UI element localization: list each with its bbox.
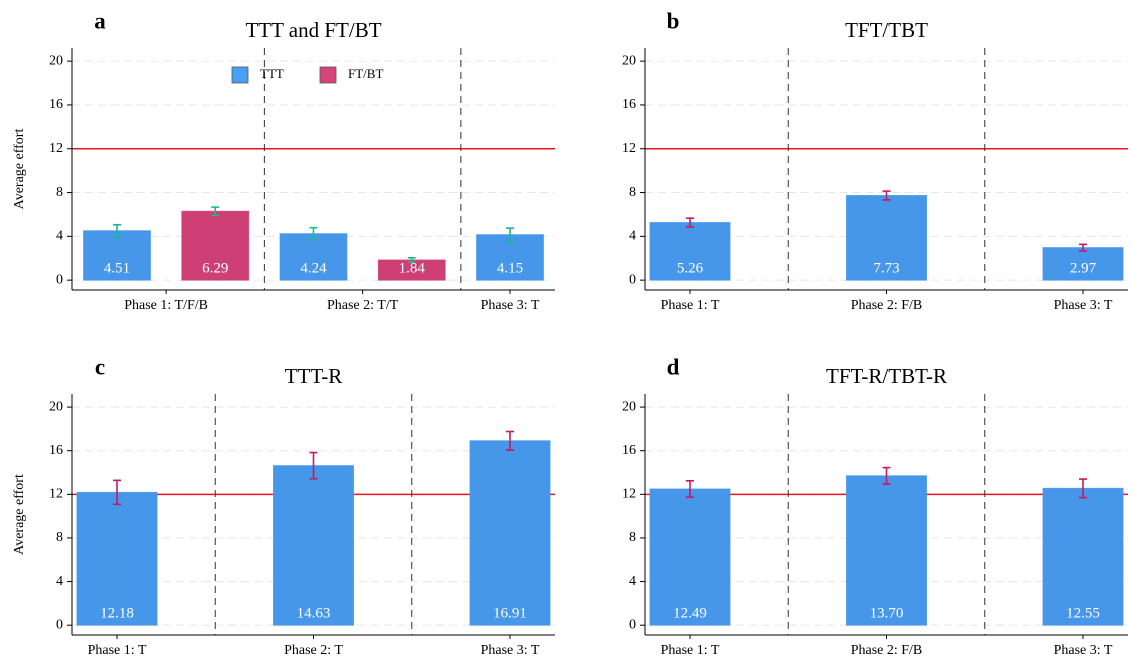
bar [279, 233, 348, 281]
bar [846, 475, 927, 626]
error-bar [113, 223, 121, 238]
value-label: 1.84 [399, 261, 426, 277]
x-tick-label: Phase 2: F/B [851, 643, 923, 658]
value-label: 12.55 [1066, 606, 1100, 622]
error-bar [882, 190, 891, 201]
y-tick-label: 12 [622, 141, 636, 156]
bar [846, 194, 927, 281]
y-axis-label: Average effort [12, 474, 27, 555]
bar [649, 222, 731, 281]
bar [1042, 487, 1124, 626]
x-tick-label: Phase 1: T [661, 298, 720, 313]
value-label: 6.29 [202, 261, 228, 277]
x-tick-label: Phase 1: T/F/B [124, 298, 208, 313]
value-label: 7.73 [873, 261, 899, 277]
x-tick-label: Phase 3: T [1054, 643, 1113, 658]
legend-label: TTT [260, 66, 284, 81]
x-tick-label: Phase 3: T [1054, 298, 1113, 313]
value-label: 12.18 [100, 606, 134, 622]
error-bar [686, 217, 694, 228]
panel-label: c [95, 354, 105, 379]
y-tick-label: 20 [622, 399, 636, 414]
y-tick-label: 8 [56, 530, 63, 545]
error-bar [211, 206, 220, 217]
x-tick-label: Phase 1: T [661, 643, 720, 658]
error-bar [113, 479, 121, 506]
bar [649, 488, 731, 626]
legend-swatch [319, 66, 337, 84]
y-tick-label: 12 [49, 487, 63, 502]
y-axis-label: Average effort [12, 129, 27, 210]
y-tick-label: 8 [629, 185, 636, 200]
bar [83, 230, 151, 281]
y-tick-label: 0 [629, 617, 636, 632]
chart-title: TFT-R/TBT-R [826, 364, 947, 388]
y-tick-label: 12 [49, 141, 63, 156]
y-tick-label: 4 [629, 574, 636, 589]
x-tick-label: Phase 2: F/B [851, 298, 923, 313]
error-bar [1079, 478, 1087, 499]
bar [469, 440, 551, 626]
value-label: 16.91 [493, 606, 527, 622]
legend-label: FT/BT [348, 66, 383, 81]
chart-title: TTT and FT/BT [245, 18, 381, 42]
y-tick-label: 16 [49, 443, 63, 458]
bar [76, 491, 158, 626]
panel-label: d [667, 354, 680, 379]
x-tick-label: Phase 1: T [88, 643, 147, 658]
panel-label: b [667, 8, 680, 33]
value-label: 5.26 [677, 261, 704, 277]
error-bar [407, 257, 416, 263]
y-tick-label: 8 [629, 530, 636, 545]
x-tick-label: Phase 3: T [481, 298, 540, 313]
chart-title: TFT/TBT [845, 18, 928, 42]
error-bar [506, 430, 514, 451]
x-tick-label: Phase 2: T/T [327, 298, 399, 313]
y-tick-label: 20 [49, 399, 63, 414]
y-tick-label: 16 [49, 97, 63, 112]
value-label: 14.63 [297, 606, 331, 622]
y-tick-label: 20 [49, 53, 63, 68]
panel-label: a [94, 8, 106, 33]
y-tick-label: 4 [56, 574, 63, 589]
y-tick-label: 16 [622, 97, 636, 112]
error-bar [882, 466, 891, 485]
bar [476, 234, 544, 281]
bar [181, 210, 250, 281]
bar [1042, 247, 1124, 281]
error-bar [309, 226, 318, 241]
y-tick-label: 20 [622, 53, 636, 68]
y-tick-label: 4 [629, 229, 636, 244]
y-tick-label: 8 [56, 185, 63, 200]
bar [273, 465, 354, 626]
value-label: 13.70 [870, 606, 904, 622]
y-tick-label: 4 [56, 229, 63, 244]
error-bar [1079, 243, 1087, 252]
value-label: 2.97 [1070, 261, 1097, 277]
chart-title: TTT-R [285, 364, 343, 388]
value-label: 4.15 [497, 261, 523, 277]
error-bar [506, 227, 514, 243]
value-label: 4.24 [300, 261, 327, 277]
value-label: 4.51 [104, 261, 130, 277]
value-label: 12.49 [673, 606, 707, 622]
error-bar [686, 480, 694, 498]
x-tick-label: Phase 2: T [284, 643, 343, 658]
y-tick-label: 12 [622, 487, 636, 502]
error-bar [309, 451, 318, 480]
y-tick-label: 0 [56, 272, 63, 287]
legend-swatch [231, 66, 249, 84]
y-tick-label: 16 [622, 443, 636, 458]
y-tick-label: 0 [56, 617, 63, 632]
x-tick-label: Phase 3: T [481, 643, 540, 658]
y-tick-label: 0 [629, 272, 636, 287]
